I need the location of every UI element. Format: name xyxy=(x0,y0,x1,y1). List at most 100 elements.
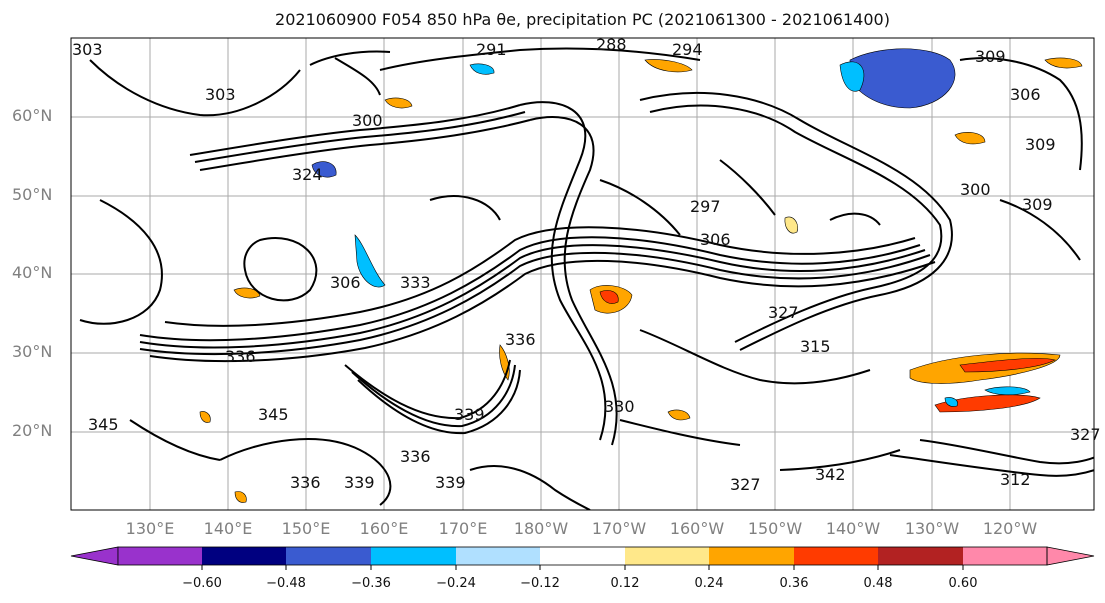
lon-label: 160°E xyxy=(359,519,409,538)
colorbar-segment xyxy=(794,547,878,565)
colorbar-extend-high xyxy=(1046,546,1095,566)
colorbar-tick-label: 0.48 xyxy=(863,576,893,591)
colorbar-segment xyxy=(709,547,794,565)
colorbar-extend-low xyxy=(70,546,119,566)
colorbar-segment xyxy=(202,547,286,565)
contour-label: 312 xyxy=(1000,470,1031,489)
contour-label: 288 xyxy=(596,35,627,54)
colorbar-tick-label: −0.60 xyxy=(182,576,222,591)
contour-label: 339 xyxy=(344,473,375,492)
contour-label: 291 xyxy=(476,40,507,59)
contour-label: 303 xyxy=(72,40,103,59)
precip-blob-20 xyxy=(944,397,958,407)
contour-label: 315 xyxy=(800,337,831,356)
lon-label: 130°W xyxy=(904,519,960,538)
lon-label: 170°W xyxy=(591,519,647,538)
contour-label: 339 xyxy=(454,405,485,424)
contour-label: 336 xyxy=(225,347,256,366)
contour-label: 306 xyxy=(700,230,731,249)
contour-label: 309 xyxy=(1025,135,1056,154)
contour-label: 345 xyxy=(258,405,289,424)
colorbar-segment xyxy=(540,547,625,565)
colorbar-tick-label: −0.24 xyxy=(436,576,476,591)
lat-label: 40°N xyxy=(12,263,53,282)
precip-blob-19 xyxy=(234,491,247,503)
lon-label: 150°E xyxy=(281,519,331,538)
contour-label: 339 xyxy=(435,473,466,492)
contour-label: 306 xyxy=(330,273,361,292)
colorbar-tick-label: 0.60 xyxy=(948,576,978,591)
precip-blob-8 xyxy=(311,161,337,178)
contour-label: 309 xyxy=(975,47,1006,66)
lat-label: 20°N xyxy=(12,421,53,440)
precip-blob-alaska-outer xyxy=(839,61,865,92)
precip-blob-9 xyxy=(233,287,261,299)
colorbar-tick-label: −0.48 xyxy=(266,576,306,591)
precip-blob-17 xyxy=(1044,57,1083,69)
precip-blob-alaska xyxy=(849,48,956,109)
lon-label: 170°E xyxy=(438,519,488,538)
precip-blob-13 xyxy=(954,132,986,145)
colorbar-tick-label: 0.24 xyxy=(694,576,724,591)
contour-label: 306 xyxy=(1010,85,1041,104)
map-title: 2021060900 F054 850 hPa θe, precipitatio… xyxy=(275,10,890,29)
precip-blob-12 xyxy=(384,97,413,109)
plot-frame xyxy=(70,37,1095,511)
colorbar-segment xyxy=(963,547,1047,565)
gridlines xyxy=(71,38,1094,510)
precip-blob-5 xyxy=(934,394,1041,413)
precip-blob-7 xyxy=(354,234,386,288)
contour-label: 294 xyxy=(672,40,703,59)
contour-label: 342 xyxy=(815,465,846,484)
lon-label: 140°E xyxy=(203,519,253,538)
contour-label: 327 xyxy=(1070,425,1101,444)
lon-label: 130°E xyxy=(125,519,175,538)
colorbar-segment xyxy=(878,547,963,565)
colorbar-segment xyxy=(371,547,456,565)
lon-label: 180°W xyxy=(513,519,569,538)
colorbar-tick-label: 0.12 xyxy=(610,576,640,591)
contour-label: 336 xyxy=(290,473,321,492)
contour-label: 345 xyxy=(88,415,119,434)
contour-label: 327 xyxy=(768,303,799,322)
precip-blob-6 xyxy=(984,386,1031,396)
contour-label: 300 xyxy=(352,111,383,130)
colorbar-segment xyxy=(625,547,709,565)
contour-label: 327 xyxy=(730,475,761,494)
colorbar-tick-label: −0.12 xyxy=(520,576,560,591)
contour-label: 309 xyxy=(1022,195,1053,214)
lon-label: 120°W xyxy=(982,519,1038,538)
lon-label: 140°W xyxy=(825,519,881,538)
colorbar-tick-label: −0.36 xyxy=(351,576,391,591)
colorbar xyxy=(70,546,1095,570)
map-plot-area xyxy=(71,38,1094,510)
contour-label: 297 xyxy=(690,197,721,216)
precip-blob-15 xyxy=(667,409,691,421)
lon-label: 160°W xyxy=(669,519,725,538)
colorbar-tick-label: 0.36 xyxy=(779,576,809,591)
contour-label: 336 xyxy=(400,447,431,466)
contour-label: 336 xyxy=(505,330,536,349)
contour-label: 303 xyxy=(205,85,236,104)
contour-label: 330 xyxy=(604,397,635,416)
precip-shading xyxy=(199,48,1083,503)
contour-labels: 303 291 288 294 309 306 303 300 324 309 … xyxy=(72,35,1101,494)
colorbar-segment xyxy=(286,547,371,565)
precip-blob-2 xyxy=(599,290,619,304)
lat-label: 50°N xyxy=(12,185,53,204)
lon-label: 150°W xyxy=(747,519,803,538)
contour-label: 300 xyxy=(960,180,991,199)
precip-blob-16 xyxy=(469,63,495,75)
contour-label: 333 xyxy=(400,273,431,292)
precip-blob-4 xyxy=(959,358,1056,373)
colorbar-segment xyxy=(118,547,202,565)
colorbar-segment xyxy=(456,547,540,565)
precip-blob-14 xyxy=(784,216,798,234)
lat-label: 30°N xyxy=(12,342,53,361)
theta-e-contours xyxy=(79,47,1094,510)
precip-blob-11 xyxy=(644,59,693,73)
lat-label: 60°N xyxy=(12,106,53,125)
precip-blob-18 xyxy=(199,411,211,423)
contour-label: 324 xyxy=(292,165,323,184)
